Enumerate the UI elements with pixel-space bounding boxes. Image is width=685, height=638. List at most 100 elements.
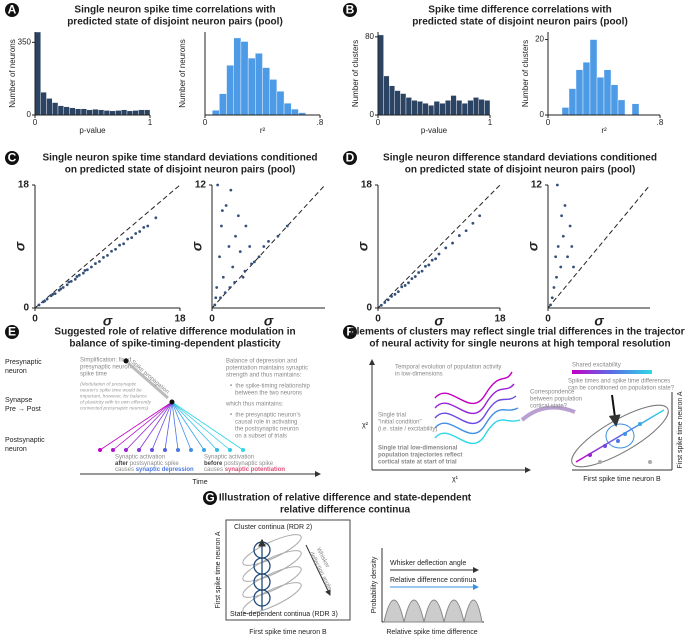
potentiation: Synaptic activation [204,455,254,461]
point [228,286,232,289]
point [126,237,130,241]
x-axis-label: r² [601,126,607,135]
bar [400,93,407,116]
arrow [608,394,621,427]
potentiation: before postsynaptic spike [204,461,274,467]
balance: Balance of depression and [226,359,297,365]
post-spike [169,399,175,405]
note: presynaptic neuron [80,365,131,371]
axis-label: χ² [362,422,369,429]
bar [109,110,116,116]
point [386,298,390,302]
point [213,303,217,307]
point [234,234,237,238]
bar [69,107,76,116]
y-axis-label: σ [525,241,541,251]
panel-badge [343,151,357,165]
balance: between the two neurons [230,391,302,397]
diagonal [34,184,181,309]
note: Single trial [378,413,406,419]
bar [484,100,491,116]
note: cortical state at start of trial [378,460,457,466]
note: Simplification: fixed [80,358,131,364]
point [110,249,113,253]
label: Relative difference continua [390,577,476,584]
panel-letter: F [346,325,353,339]
propagation-arrow [127,361,169,400]
balance: which thus maintains: [225,402,284,408]
depression: Synaptic activation [115,455,165,461]
point [244,224,248,228]
bar [461,103,468,116]
rest: postsynaptic spike [224,461,274,467]
axis-label: Probability density [371,556,378,613]
bar [132,110,139,116]
panel-title: of neural activity for single neurons at… [369,339,670,350]
bar [75,108,82,116]
point [59,287,63,291]
point [250,262,253,266]
excitability-bar [572,370,652,374]
note: (i.e. state / excitability) [378,427,437,433]
balance: the postsynaptic neuron [230,427,299,433]
panel-badge [203,491,217,505]
x-tick-label: 0 [545,314,551,325]
point [444,246,448,250]
note: spike time [80,372,108,378]
point [223,291,227,295]
point [61,286,65,289]
note: neuron's spike time would be [80,387,142,393]
balance: causal role in activating [230,420,297,426]
bar [115,110,122,116]
point [122,242,126,246]
panel-g-diagram: Cluster continua (RDR 2) Whisker deflect… [215,519,484,636]
point [114,247,117,251]
bar [86,109,93,116]
point [102,256,105,259]
point [393,292,397,296]
row-label: Presynaptic [5,359,42,366]
point [561,234,565,238]
panel-letter: A [8,3,17,17]
bar [34,31,41,116]
bar [589,39,598,116]
x-tick-label: 0 [33,118,38,127]
panel-title: Single neuron spike time correlations wi… [74,5,275,16]
point [37,303,41,307]
row-label: neuron [5,446,27,453]
x-tick-label: 0 [546,118,551,127]
bar [473,97,480,116]
point [220,224,223,228]
y-axis-label: Number of clusters [351,40,360,107]
note: Spike times and spike time differences [568,379,670,385]
label: Whisker deflection angle [390,560,466,567]
point [134,232,138,235]
point [471,221,475,225]
label: State-dependent continua (RDR 3) [230,611,338,618]
trajectories [434,371,521,444]
point [267,239,270,243]
note: Single trial low-dimensional [378,446,458,452]
bar [219,93,227,116]
x-tick-label: 18 [174,314,186,325]
x-axis-label: σ [103,313,113,329]
time-label: Time [192,479,207,486]
panel-letter: E [8,325,16,339]
panel-labels: A Single neuron spike time correlations w… [5,3,685,516]
link [520,405,576,422]
bar [610,84,619,116]
point [65,283,69,287]
y-axis-label: Number of clusters [521,40,530,107]
panel-title: Illustration of relative difference and … [219,493,472,504]
point [229,188,233,192]
point [407,281,410,285]
point [216,183,220,187]
row-label: neuron [5,368,27,375]
panel-badge [5,325,19,339]
point [434,257,438,261]
point [285,224,289,228]
bar [631,103,640,116]
point [560,214,563,218]
balance: • the spike-timing relationship [230,384,310,390]
y-tick-label: 12 [531,180,543,191]
